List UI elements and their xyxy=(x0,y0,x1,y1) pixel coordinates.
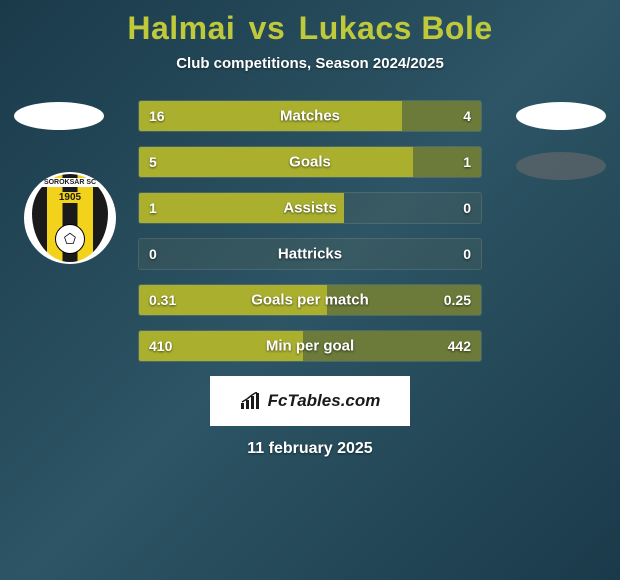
stat-label: Matches xyxy=(280,108,340,125)
player2-badge-placeholder-2 xyxy=(516,152,606,180)
date-label: 11 february 2025 xyxy=(0,440,620,458)
crest-club-name: SOROKSÁR SC xyxy=(38,178,102,187)
player1-name: Halmai xyxy=(127,10,235,46)
brand-chart-icon xyxy=(240,392,262,410)
vs-label: vs xyxy=(249,10,286,46)
football-icon xyxy=(55,224,85,254)
comparison-title: Halmai vs Lukacs Bole xyxy=(0,0,620,47)
stat-row: 1 0 Assists xyxy=(138,192,482,224)
stat-row: 16 4 Matches xyxy=(138,100,482,132)
stat-value-right: 0.25 xyxy=(444,292,471,308)
stat-value-right: 0 xyxy=(463,200,471,216)
stat-value-left: 410 xyxy=(149,338,172,354)
stat-row: 5 1 Goals xyxy=(138,146,482,178)
player2-badge-placeholder-1 xyxy=(516,102,606,130)
crest-year: 1905 xyxy=(55,192,85,203)
stat-row: 410 442 Min per goal xyxy=(138,330,482,362)
club-crest: SOROKSÁR SC 1905 xyxy=(24,172,116,264)
stat-value-right: 0 xyxy=(463,246,471,262)
content-area: SOROKSÁR SC 1905 16 4 Matches 5 1 Goals 1 0 Assi… xyxy=(0,100,620,458)
player2-name: Lukacs Bole xyxy=(299,10,493,46)
stat-left-fill xyxy=(139,101,402,131)
stat-value-left: 1 xyxy=(149,200,157,216)
stat-bars-container: 16 4 Matches 5 1 Goals 1 0 Assists 0 0 Hattricks 0.3… xyxy=(138,100,482,362)
stat-row: 0.31 0.25 Goals per match xyxy=(138,284,482,316)
brand-badge[interactable]: FcTables.com xyxy=(210,376,410,426)
stat-value-left: 0.31 xyxy=(149,292,176,308)
stat-value-right: 4 xyxy=(463,108,471,124)
stat-label: Hattricks xyxy=(278,246,342,263)
stat-label: Goals xyxy=(289,154,331,171)
stat-label: Goals per match xyxy=(251,292,369,309)
stat-value-left: 0 xyxy=(149,246,157,262)
subtitle: Club competitions, Season 2024/2025 xyxy=(0,55,620,72)
stat-value-right: 1 xyxy=(463,154,471,170)
stat-value-right: 442 xyxy=(448,338,471,354)
stat-value-left: 16 xyxy=(149,108,165,124)
stat-label: Min per goal xyxy=(266,338,354,355)
player1-badge-placeholder xyxy=(14,102,104,130)
crest-shield: SOROKSÁR SC 1905 xyxy=(32,174,108,262)
stat-value-left: 5 xyxy=(149,154,157,170)
stat-label: Assists xyxy=(283,200,336,217)
stat-left-fill xyxy=(139,147,413,177)
brand-text: FcTables.com xyxy=(268,391,381,411)
stat-row: 0 0 Hattricks xyxy=(138,238,482,270)
